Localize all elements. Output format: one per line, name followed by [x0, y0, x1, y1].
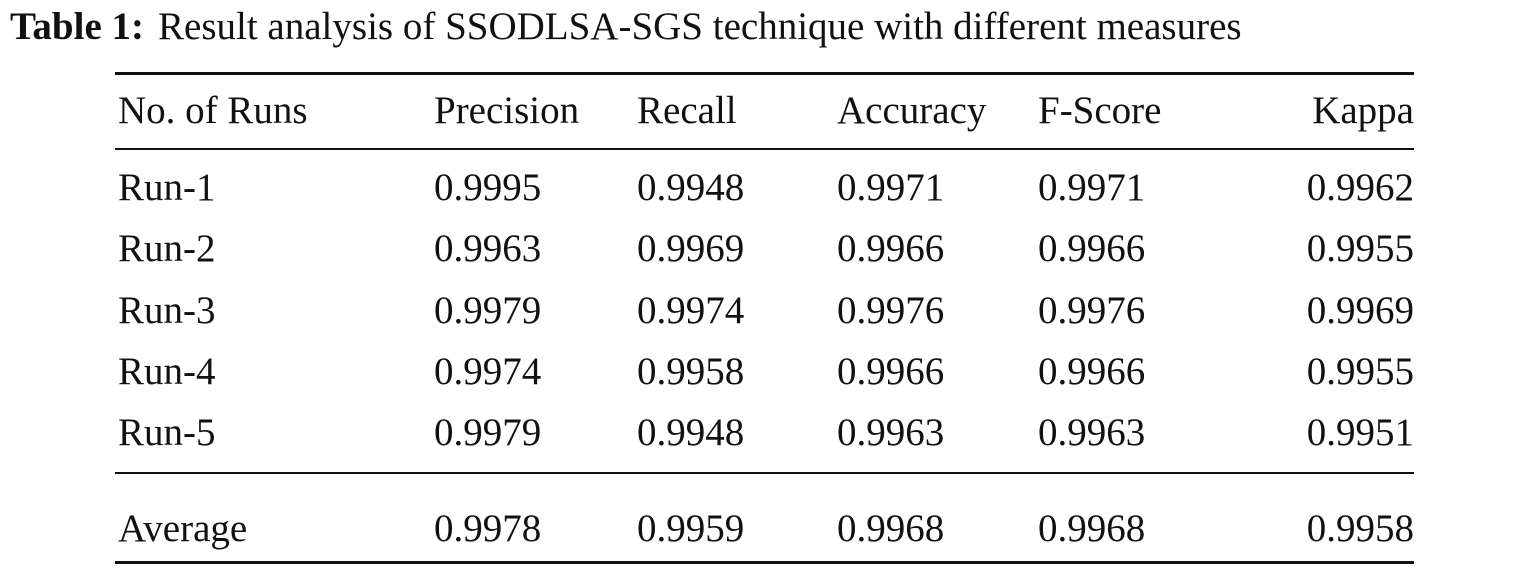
table-cell: 0.9976 [1038, 289, 1146, 332]
table-cell: 0.9976 [837, 289, 945, 332]
header-cell: Accuracy [837, 89, 987, 132]
table-cell: 0.9948 [637, 411, 745, 454]
table-cell: 0.9963 [434, 227, 542, 270]
caption-text: Result analysis of SSODLSA-SGS technique… [158, 5, 1242, 48]
summary-rule [115, 472, 1414, 474]
header-rule [115, 148, 1414, 150]
table-row: Run-1 0.9995 0.9948 0.9971 0.9971 0.9962 [0, 163, 1521, 213]
table-cell: 0.9968 [1038, 507, 1146, 550]
summary-row: Average 0.9978 0.9959 0.9968 0.9968 0.99… [0, 504, 1521, 554]
table-row: Run-2 0.9963 0.9969 0.9966 0.9966 0.9955 [0, 224, 1521, 274]
table-cell: 0.9962 [1306, 166, 1414, 209]
row-label: Run-5 [118, 411, 216, 454]
table-row: Run-3 0.9979 0.9974 0.9976 0.9976 0.9969 [0, 286, 1521, 336]
header-cell: F-Score [1038, 89, 1162, 132]
table-caption: Table 1: Result analysis of SSODLSA-SGS t… [10, 4, 1242, 50]
table-row: Run-4 0.9974 0.9958 0.9966 0.9966 0.9955 [0, 347, 1521, 397]
table-header-row: No. of Runs Precision Recall Accuracy F-… [0, 86, 1521, 136]
table-cell: 0.9963 [1038, 411, 1146, 454]
table-label: Table 1: [10, 5, 145, 48]
table-cell: 0.9968 [837, 507, 945, 550]
table-cell: 0.9955 [1306, 350, 1414, 393]
table-cell: 0.9979 [434, 411, 542, 454]
header-cell: Precision [434, 89, 580, 132]
table-cell: 0.9966 [837, 350, 945, 393]
table-cell: 0.9969 [637, 227, 745, 270]
table-cell: 0.9971 [1038, 166, 1146, 209]
row-label: Run-2 [118, 227, 216, 270]
table-cell: 0.9974 [637, 289, 745, 332]
table-cell: 0.9969 [1306, 289, 1414, 332]
table-cell: 0.9951 [1306, 411, 1414, 454]
table-cell: 0.9948 [637, 166, 745, 209]
row-label: Run-1 [118, 166, 216, 209]
table-cell: 0.9966 [1038, 350, 1146, 393]
table-cell: 0.9995 [434, 166, 542, 209]
table-cell: 0.9966 [837, 227, 945, 270]
header-cell: No. of Runs [118, 89, 308, 132]
table-cell: 0.9955 [1306, 227, 1414, 270]
header-cell: Recall [637, 89, 737, 132]
table-cell: 0.9958 [1306, 507, 1414, 550]
table-cell: 0.9958 [637, 350, 745, 393]
top-rule [115, 72, 1414, 75]
bottom-rule [115, 561, 1414, 564]
table-cell: 0.9959 [637, 507, 745, 550]
row-label: Run-3 [118, 289, 216, 332]
row-label: Average [118, 507, 248, 550]
table-row: Run-5 0.9979 0.9948 0.9963 0.9963 0.9951 [0, 408, 1521, 458]
table-cell: 0.9963 [837, 411, 945, 454]
table-cell: 0.9978 [434, 507, 542, 550]
header-cell: Kappa [1312, 89, 1414, 132]
table-cell: 0.9971 [837, 166, 945, 209]
table-cell: 0.9974 [434, 350, 542, 393]
table-cell: 0.9966 [1038, 227, 1146, 270]
row-label: Run-4 [118, 350, 216, 393]
table-cell: 0.9979 [434, 289, 542, 332]
